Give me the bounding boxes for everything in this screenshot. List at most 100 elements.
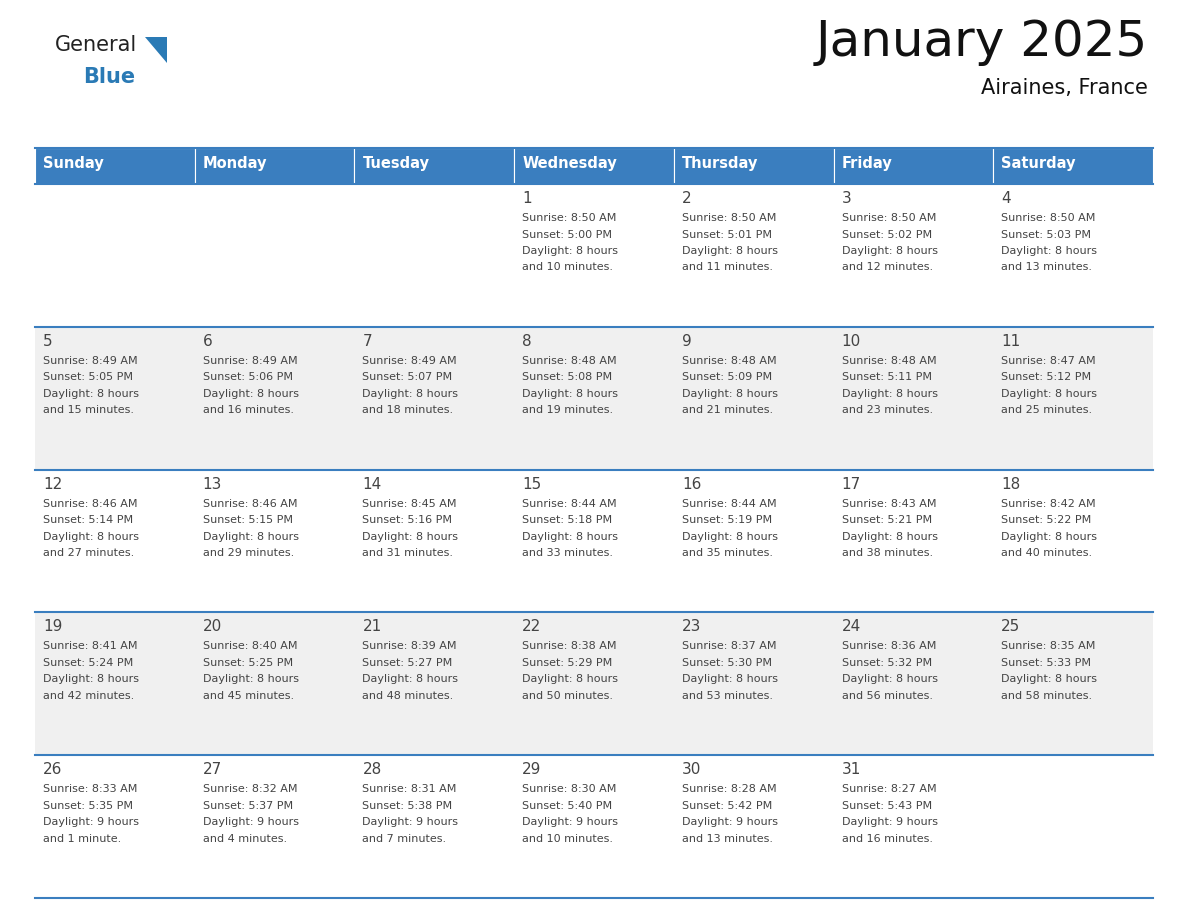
Text: Sunset: 5:03 PM: Sunset: 5:03 PM (1001, 230, 1092, 240)
Text: and 4 minutes.: and 4 minutes. (203, 834, 286, 844)
Text: Sunrise: 8:41 AM: Sunrise: 8:41 AM (43, 642, 138, 652)
Text: 10: 10 (841, 334, 861, 349)
Bar (195, 184, 354, 327)
Text: Thursday: Thursday (682, 156, 758, 171)
Text: 15: 15 (523, 476, 542, 492)
Text: Daylight: 8 hours: Daylight: 8 hours (1001, 675, 1098, 685)
Text: and 33 minutes.: and 33 minutes. (523, 548, 613, 558)
Text: Friday: Friday (841, 156, 892, 171)
Text: Daylight: 8 hours: Daylight: 8 hours (523, 389, 618, 398)
Text: Sunrise: 8:50 AM: Sunrise: 8:50 AM (1001, 213, 1095, 223)
Text: Daylight: 9 hours: Daylight: 9 hours (43, 817, 139, 827)
Text: Daylight: 8 hours: Daylight: 8 hours (203, 389, 298, 398)
Text: Daylight: 9 hours: Daylight: 9 hours (682, 817, 778, 827)
Text: and 45 minutes.: and 45 minutes. (203, 691, 293, 701)
Text: Airaines, France: Airaines, France (981, 78, 1148, 98)
Bar (834, 756, 993, 898)
Text: Sunrise: 8:50 AM: Sunrise: 8:50 AM (841, 213, 936, 223)
Text: and 56 minutes.: and 56 minutes. (841, 691, 933, 701)
Bar (834, 470, 993, 612)
Text: Sunrise: 8:38 AM: Sunrise: 8:38 AM (523, 642, 617, 652)
Text: Sunset: 5:22 PM: Sunset: 5:22 PM (1001, 515, 1092, 525)
Text: 14: 14 (362, 476, 381, 492)
Text: Daylight: 8 hours: Daylight: 8 hours (841, 246, 937, 256)
Text: Sunset: 5:06 PM: Sunset: 5:06 PM (203, 373, 292, 382)
Text: and 38 minutes.: and 38 minutes. (841, 548, 933, 558)
Polygon shape (145, 37, 168, 63)
Text: and 35 minutes.: and 35 minutes. (682, 548, 773, 558)
Text: Sunrise: 8:35 AM: Sunrise: 8:35 AM (1001, 642, 1095, 652)
Text: Sunset: 5:01 PM: Sunset: 5:01 PM (682, 230, 772, 240)
Bar (834, 612, 993, 756)
Text: Sunrise: 8:43 AM: Sunrise: 8:43 AM (841, 498, 936, 509)
Bar (354, 148, 514, 184)
Text: Daylight: 8 hours: Daylight: 8 hours (362, 675, 459, 685)
Text: Sunrise: 8:47 AM: Sunrise: 8:47 AM (1001, 356, 1095, 365)
Text: Sunset: 5:11 PM: Sunset: 5:11 PM (841, 373, 931, 382)
Bar (674, 612, 834, 756)
Text: Sunrise: 8:46 AM: Sunrise: 8:46 AM (43, 498, 138, 509)
Text: and 48 minutes.: and 48 minutes. (362, 691, 454, 701)
Text: Daylight: 9 hours: Daylight: 9 hours (362, 817, 459, 827)
Text: Sunset: 5:02 PM: Sunset: 5:02 PM (841, 230, 931, 240)
Text: Sunset: 5:25 PM: Sunset: 5:25 PM (203, 658, 292, 668)
Text: 4: 4 (1001, 191, 1011, 206)
Text: Sunrise: 8:36 AM: Sunrise: 8:36 AM (841, 642, 936, 652)
Text: Monday: Monday (203, 156, 267, 171)
Bar (514, 470, 674, 612)
Text: Sunset: 5:18 PM: Sunset: 5:18 PM (523, 515, 612, 525)
Text: Sunset: 5:00 PM: Sunset: 5:00 PM (523, 230, 612, 240)
Bar (34, 327, 195, 470)
Text: 16: 16 (682, 476, 701, 492)
Text: 31: 31 (841, 762, 861, 778)
Text: Sunset: 5:07 PM: Sunset: 5:07 PM (362, 373, 453, 382)
Text: Daylight: 8 hours: Daylight: 8 hours (841, 675, 937, 685)
Text: Sunset: 5:30 PM: Sunset: 5:30 PM (682, 658, 772, 668)
Bar (354, 756, 514, 898)
Text: Sunrise: 8:50 AM: Sunrise: 8:50 AM (523, 213, 617, 223)
Text: and 40 minutes.: and 40 minutes. (1001, 548, 1093, 558)
Text: Sunrise: 8:28 AM: Sunrise: 8:28 AM (682, 784, 777, 794)
Text: and 25 minutes.: and 25 minutes. (1001, 406, 1093, 415)
Bar (195, 756, 354, 898)
Bar (34, 612, 195, 756)
Text: Sunrise: 8:31 AM: Sunrise: 8:31 AM (362, 784, 457, 794)
Text: Sunrise: 8:44 AM: Sunrise: 8:44 AM (682, 498, 777, 509)
Bar (674, 184, 834, 327)
Text: and 1 minute.: and 1 minute. (43, 834, 121, 844)
Text: and 27 minutes.: and 27 minutes. (43, 548, 134, 558)
Text: Sunrise: 8:46 AM: Sunrise: 8:46 AM (203, 498, 297, 509)
Text: and 13 minutes.: and 13 minutes. (1001, 263, 1092, 273)
Text: and 7 minutes.: and 7 minutes. (362, 834, 447, 844)
Text: Sunset: 5:16 PM: Sunset: 5:16 PM (362, 515, 453, 525)
Bar (195, 148, 354, 184)
Text: Daylight: 8 hours: Daylight: 8 hours (1001, 389, 1098, 398)
Text: Sunset: 5:42 PM: Sunset: 5:42 PM (682, 800, 772, 811)
Text: and 23 minutes.: and 23 minutes. (841, 406, 933, 415)
Text: 12: 12 (43, 476, 62, 492)
Text: Sunrise: 8:39 AM: Sunrise: 8:39 AM (362, 642, 457, 652)
Text: 2: 2 (682, 191, 691, 206)
Text: Sunset: 5:24 PM: Sunset: 5:24 PM (43, 658, 133, 668)
Bar (514, 756, 674, 898)
Text: Daylight: 8 hours: Daylight: 8 hours (1001, 246, 1098, 256)
Text: Daylight: 8 hours: Daylight: 8 hours (682, 389, 778, 398)
Text: Sunset: 5:37 PM: Sunset: 5:37 PM (203, 800, 292, 811)
Text: Sunrise: 8:49 AM: Sunrise: 8:49 AM (203, 356, 297, 365)
Text: Sunset: 5:43 PM: Sunset: 5:43 PM (841, 800, 931, 811)
Text: Daylight: 9 hours: Daylight: 9 hours (841, 817, 937, 827)
Text: 19: 19 (43, 620, 63, 634)
Text: and 29 minutes.: and 29 minutes. (203, 548, 293, 558)
Text: Sunset: 5:09 PM: Sunset: 5:09 PM (682, 373, 772, 382)
Text: 26: 26 (43, 762, 63, 778)
Text: 8: 8 (523, 334, 532, 349)
Text: 20: 20 (203, 620, 222, 634)
Bar (354, 470, 514, 612)
Text: Sunset: 5:08 PM: Sunset: 5:08 PM (523, 373, 612, 382)
Text: and 21 minutes.: and 21 minutes. (682, 406, 773, 415)
Text: and 11 minutes.: and 11 minutes. (682, 263, 773, 273)
Text: Sunrise: 8:37 AM: Sunrise: 8:37 AM (682, 642, 776, 652)
Text: and 31 minutes.: and 31 minutes. (362, 548, 454, 558)
Text: Sunrise: 8:44 AM: Sunrise: 8:44 AM (523, 498, 617, 509)
Text: Daylight: 8 hours: Daylight: 8 hours (203, 675, 298, 685)
